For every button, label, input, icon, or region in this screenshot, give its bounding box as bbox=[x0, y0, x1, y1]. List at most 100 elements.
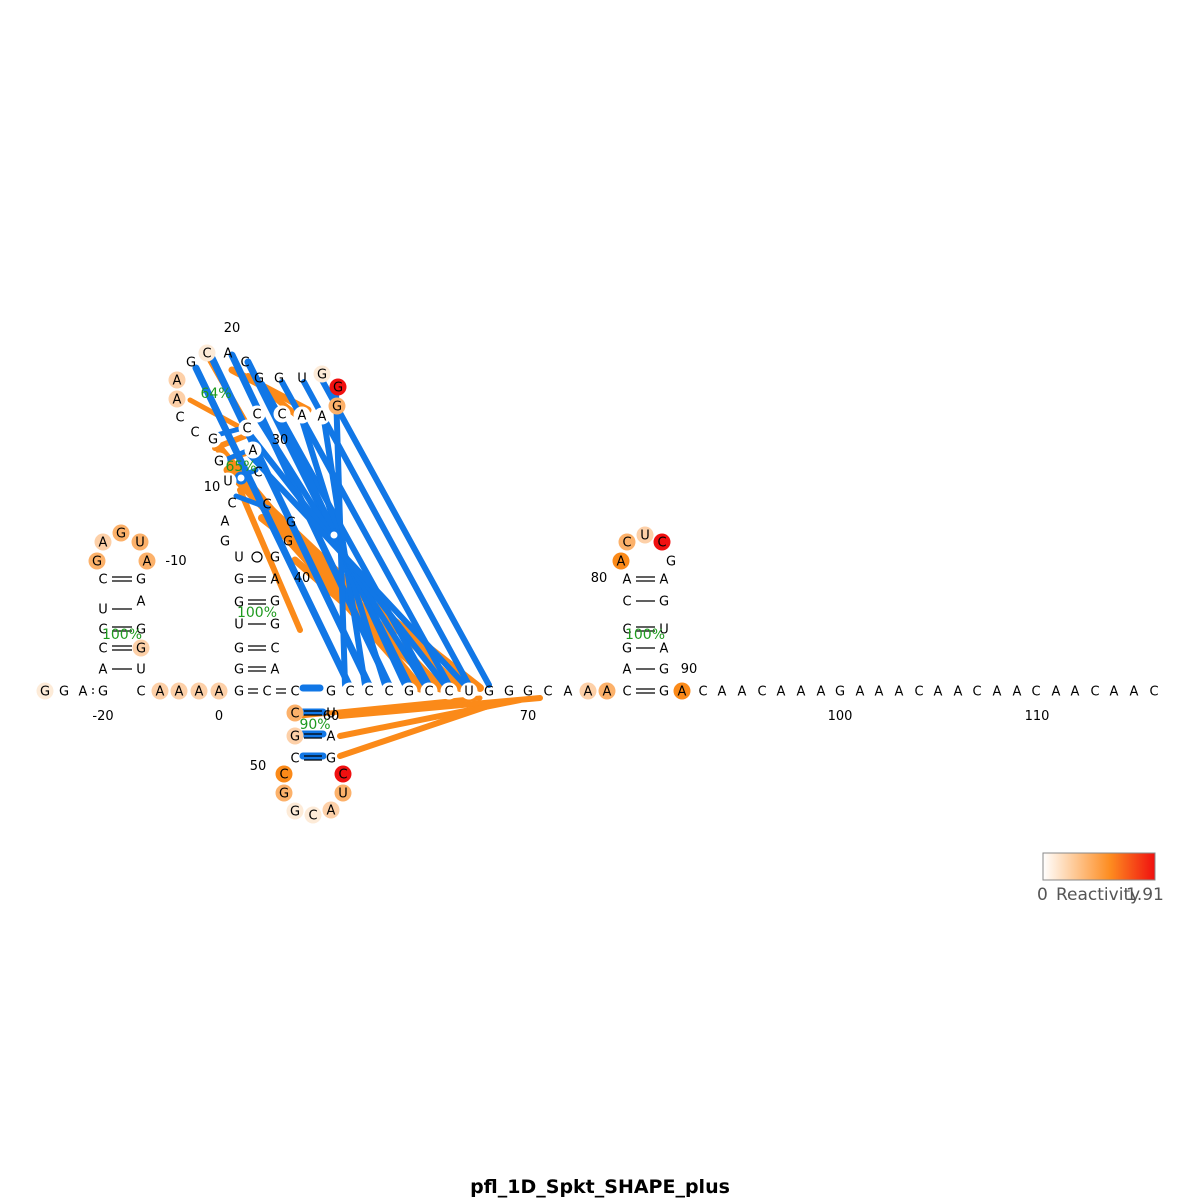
nucleotide-letter: C bbox=[190, 426, 199, 441]
nucleotide-reactivity bbox=[460, 682, 478, 700]
percent-label: 100% bbox=[102, 627, 142, 643]
nucleotide-reactivity bbox=[275, 765, 293, 783]
helix-band bbox=[297, 695, 483, 719]
helix-connections bbox=[187, 351, 543, 760]
nucleotide-letter: C bbox=[290, 685, 299, 700]
nucleotide-letter: C bbox=[136, 685, 145, 700]
nucleotide-letter: C bbox=[279, 768, 288, 783]
position-label: 110 bbox=[1025, 709, 1050, 724]
helix-junction-node bbox=[234, 471, 248, 485]
nucleotide-letter: C bbox=[308, 809, 317, 824]
nucleotide-letter: G bbox=[659, 685, 669, 700]
nucleotide-letter: A bbox=[564, 685, 573, 700]
percent-label: 100% bbox=[237, 605, 277, 621]
nucleotide-letter: A bbox=[327, 804, 336, 819]
percent-label: 100% bbox=[625, 627, 665, 643]
position-label: -20 bbox=[92, 709, 113, 724]
nucleotide-letter: U bbox=[234, 618, 244, 633]
percent-labels: 64% 65% 100% 100% 100% 90% bbox=[102, 386, 665, 733]
nucleotide-letter: G bbox=[270, 551, 280, 566]
nucleotide-letter: C bbox=[1090, 685, 1099, 700]
nucleotide-letter: U bbox=[135, 536, 145, 551]
nucleotide-letter: C bbox=[262, 685, 271, 700]
nucleotide-letter: G bbox=[40, 685, 50, 700]
nucleotide-letter: A bbox=[271, 663, 280, 678]
nucleotide-letter: A bbox=[173, 374, 182, 389]
nucleotide-letter: G bbox=[274, 372, 284, 387]
nucleotide-reactivity bbox=[286, 704, 304, 722]
nucleotide-reactivity bbox=[313, 365, 331, 383]
position-label: 40 bbox=[294, 571, 311, 586]
nucleotide-letter: A bbox=[215, 685, 224, 700]
nucleotide-reactivity bbox=[579, 682, 597, 700]
nucleotide-letter: A bbox=[195, 685, 204, 700]
nucleotide-letter: A bbox=[856, 685, 865, 700]
nucleotide-reactivity bbox=[204, 430, 222, 448]
nucleotide-letter: C bbox=[290, 707, 299, 722]
nucleotide-letter: A bbox=[623, 573, 632, 588]
helix-band bbox=[233, 493, 271, 511]
nucleotide-letter: A bbox=[678, 685, 687, 700]
nucleotide-letter: G bbox=[234, 596, 244, 611]
nucleotide-letter: C bbox=[98, 623, 107, 638]
nucleotide-reactivity bbox=[322, 801, 340, 819]
nucleotide-letter: G bbox=[279, 787, 289, 802]
nucleotide-letter: G bbox=[666, 555, 676, 570]
nucleotide-letter: G bbox=[283, 535, 293, 550]
nucleotide-letter: A bbox=[797, 685, 806, 700]
nucleotide-letter: G bbox=[270, 595, 280, 610]
nucleotide-letter: C bbox=[290, 752, 299, 767]
nucleotide-letter: U bbox=[659, 623, 669, 638]
nucleotide-letter: A bbox=[249, 444, 258, 459]
nucleotide-letter: A bbox=[99, 663, 108, 678]
nucleotide-reactivity bbox=[36, 682, 54, 700]
nucleotide-letter: C bbox=[262, 498, 271, 513]
nucleotide-letter: C bbox=[384, 685, 393, 700]
nucleotide-reactivity bbox=[304, 806, 322, 824]
nucleotide-letter: A bbox=[993, 685, 1002, 700]
nucleotide-letter: A bbox=[1071, 685, 1080, 700]
base-pair-lines bbox=[92, 551, 655, 761]
nucleotide-letter: C bbox=[175, 411, 184, 426]
legend-color-bar bbox=[1042, 852, 1156, 881]
nucleotide-letter: G bbox=[622, 642, 632, 657]
nucleotide-reactivity bbox=[219, 472, 237, 490]
nucleotide-letter: U bbox=[326, 707, 336, 722]
nucleotide-letter: G bbox=[523, 685, 533, 700]
nucleotide-letter: U bbox=[234, 551, 244, 566]
nucleotide-letter: C bbox=[622, 536, 631, 551]
nucleotide-letter: A bbox=[79, 685, 88, 700]
helix-band bbox=[319, 377, 492, 688]
nucleotide-letter: G bbox=[317, 368, 327, 383]
nucleotide-letter: G bbox=[326, 752, 336, 767]
position-label: 90 bbox=[681, 662, 698, 677]
nucleotide-letter: G bbox=[504, 685, 514, 700]
nucleotide-letter: G bbox=[326, 685, 336, 700]
nucleotide-letter: A bbox=[934, 685, 943, 700]
nucleotide-letter: A bbox=[738, 685, 747, 700]
nucleotide-letter: G bbox=[270, 618, 280, 633]
nucleotide-letter: A bbox=[623, 663, 632, 678]
helix-band bbox=[247, 452, 468, 688]
nucleotide-letter: G bbox=[214, 455, 224, 470]
nucleotide-reactivity bbox=[293, 406, 311, 424]
position-label: 70 bbox=[520, 709, 537, 724]
nucleotide-letter: G bbox=[659, 663, 669, 678]
nucleotide-letter: G bbox=[136, 573, 146, 588]
nucleotide-letter: A bbox=[660, 573, 669, 588]
nucleotide-reactivity bbox=[94, 533, 112, 551]
nucleotide-letter: G bbox=[286, 516, 296, 531]
nucleotide-reactivity bbox=[440, 682, 458, 700]
nucleotide-letter: A bbox=[99, 536, 108, 551]
nucleotide-letter: A bbox=[718, 685, 727, 700]
nucleotide-letter: G bbox=[254, 372, 264, 387]
nucleotide-letter: A bbox=[327, 730, 336, 745]
nucleotide-reactivity bbox=[653, 533, 671, 551]
nucleotide-reactivity bbox=[328, 397, 346, 415]
nucleotide-letter: G bbox=[92, 555, 102, 570]
nucleotide-letter: G bbox=[98, 685, 108, 700]
nucleotide-letter: A bbox=[660, 642, 669, 657]
nucleotide-reactivity bbox=[286, 727, 304, 745]
nucleotide-letter: C bbox=[240, 356, 249, 371]
